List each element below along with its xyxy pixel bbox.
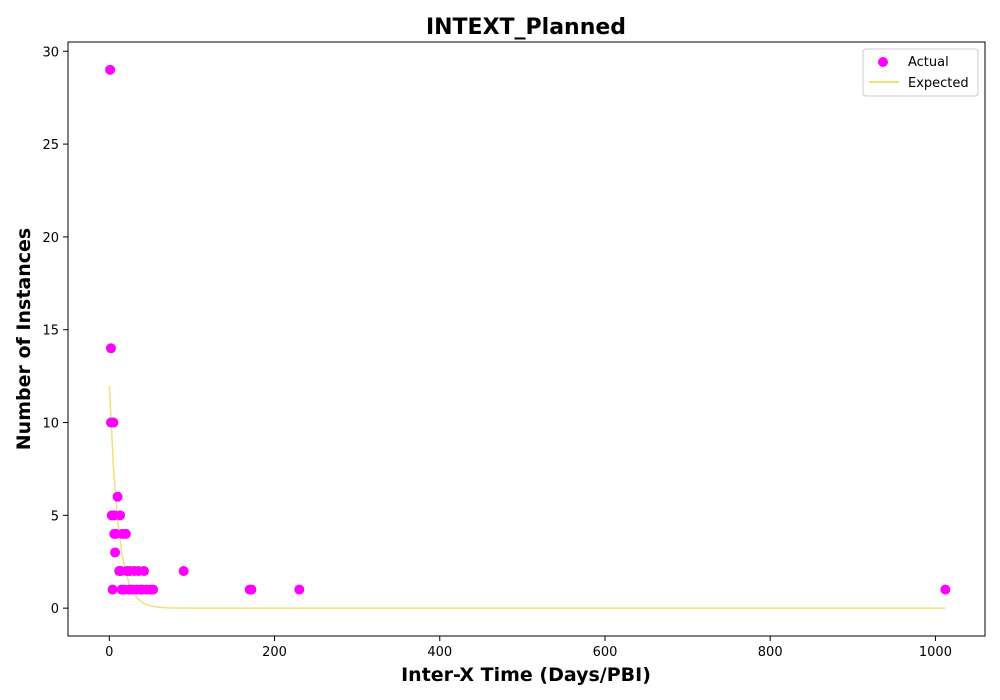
y-axis: 0 5 10 15 20 25 30 <box>42 45 68 617</box>
chart-title: INTEXT_Planned <box>426 15 626 40</box>
legend-label-expected: Expected <box>908 76 969 91</box>
expected-line <box>108 385 946 609</box>
y-tick-label: 15 <box>42 324 59 339</box>
actual-point <box>105 64 116 75</box>
actual-point <box>115 510 126 521</box>
x-tick-label: 400 <box>427 645 452 660</box>
actual-point <box>148 584 159 595</box>
actual-point <box>246 584 257 595</box>
actual-point <box>940 584 951 595</box>
x-axis-label: Inter-X Time (Days/PBI) <box>401 664 651 686</box>
y-tick-label: 25 <box>42 138 59 153</box>
y-tick-label: 5 <box>51 509 59 524</box>
legend-box <box>862 48 979 97</box>
legend-label-actual: Actual <box>908 55 949 70</box>
actual-point <box>139 566 150 577</box>
actual-point <box>294 584 305 595</box>
y-tick-label: 30 <box>42 45 59 60</box>
actual-point <box>120 528 131 539</box>
actual-point <box>105 343 116 354</box>
legend-marker-actual <box>878 57 888 67</box>
actual-point <box>107 584 118 595</box>
x-tick-label: 0 <box>105 645 113 660</box>
x-tick-label: 1000 <box>919 645 952 660</box>
series-layer <box>105 64 951 609</box>
legend: Actual Expected <box>862 48 979 97</box>
y-tick-label: 10 <box>42 417 59 432</box>
actual-point <box>108 417 119 428</box>
y-tick-label: 0 <box>51 602 59 617</box>
actual-point <box>178 566 189 577</box>
y-tick-label: 20 <box>42 231 59 246</box>
actual-point <box>110 547 121 558</box>
x-axis: 0 200 400 600 800 1000 <box>105 636 952 660</box>
x-tick-label: 800 <box>758 645 783 660</box>
x-tick-label: 200 <box>262 645 287 660</box>
x-tick-label: 600 <box>593 645 618 660</box>
y-axis-label: Number of Instances <box>13 228 35 450</box>
plot-area <box>67 41 986 637</box>
actual-point <box>112 491 123 502</box>
